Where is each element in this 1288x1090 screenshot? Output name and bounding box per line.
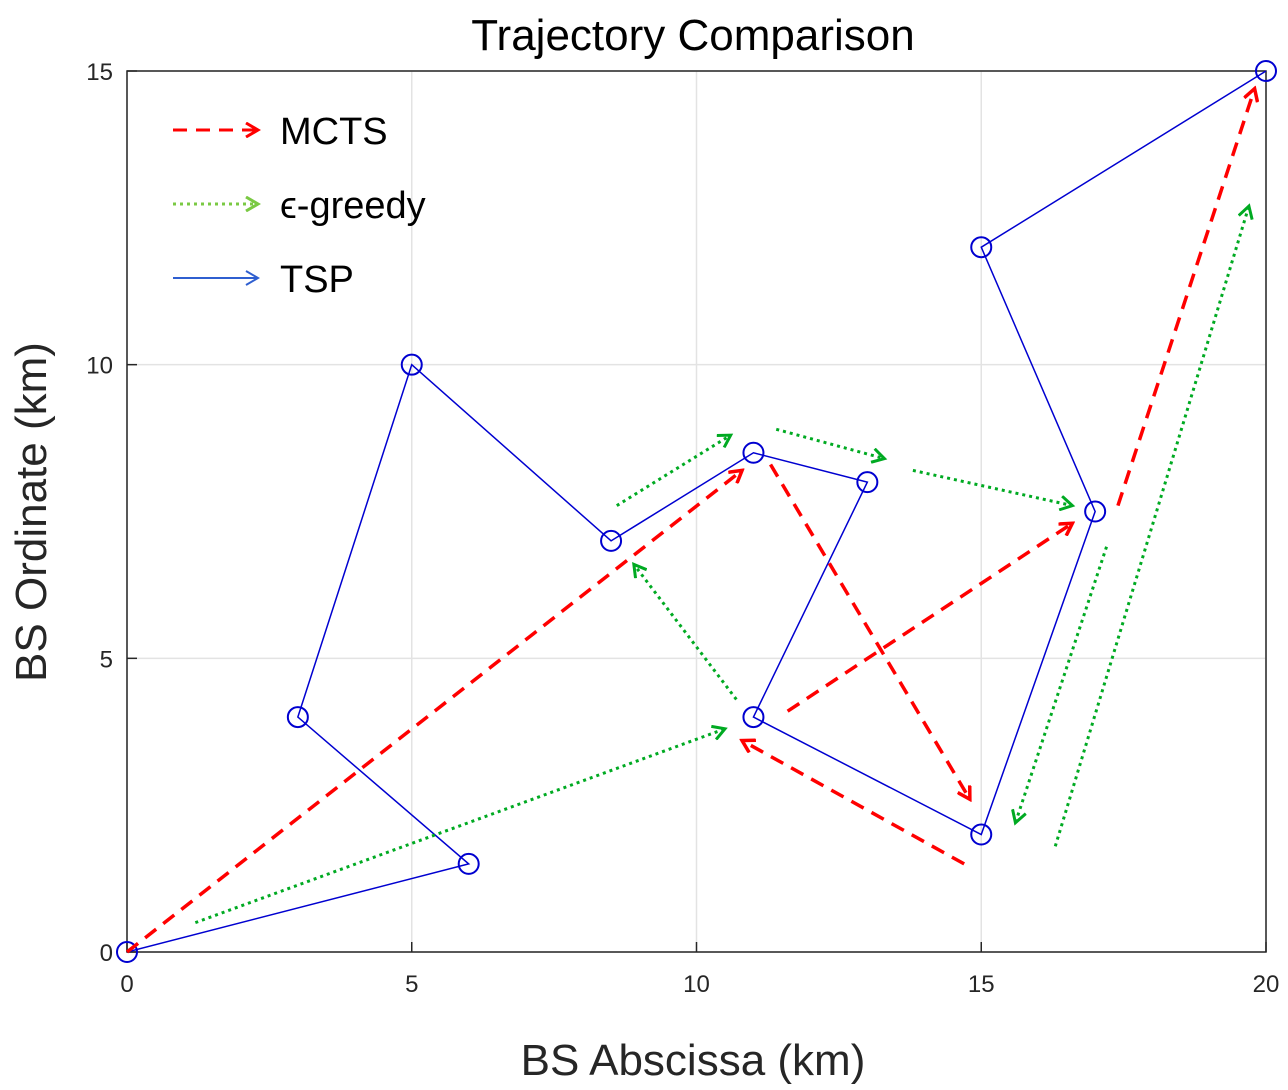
tsp-point-marker — [600, 529, 623, 552]
x-tick-label: 0 — [120, 971, 133, 998]
x-tick-label: 20 — [1253, 971, 1280, 998]
tsp-point-marker — [970, 236, 993, 259]
egreedy-arrows — [194, 206, 1249, 925]
legend-label: MCTS — [280, 111, 388, 153]
tsp-point-marker — [856, 471, 879, 494]
tsp-point-marker — [970, 823, 993, 846]
x-ticks: 0 5 10 15 20 — [120, 942, 1279, 998]
legend: MCTS ϵ-greedy TSP — [173, 111, 426, 301]
tsp-point-marker — [742, 441, 765, 464]
mcts-arrow — [769, 463, 970, 800]
egreedy-arrow — [615, 435, 731, 507]
mcts-arrow — [786, 523, 1073, 713]
egreedy-arrow — [194, 729, 725, 925]
chart-title: Trajectory Comparison — [471, 11, 914, 60]
y-tick-label: 15 — [86, 59, 113, 86]
y-ticks: 0 5 10 15 — [86, 59, 137, 967]
egreedy-arrow — [1015, 546, 1108, 823]
tsp-point-marker — [1255, 60, 1277, 82]
y-tick-label: 0 — [100, 940, 113, 967]
legend-label: ϵ-greedy — [280, 185, 426, 227]
x-tick-label: 10 — [683, 971, 710, 998]
tsp-point-marker — [742, 706, 765, 729]
y-tick-label: 10 — [86, 353, 113, 380]
x-tick-label: 5 — [405, 971, 418, 998]
tsp-path — [116, 60, 1277, 963]
tsp-point-marker — [1084, 500, 1107, 523]
egreedy-arrow — [634, 564, 738, 701]
tsp-point-marker — [116, 941, 138, 963]
mcts-arrows — [125, 89, 1255, 954]
tsp-point-marker — [286, 706, 309, 729]
egreedy-arrow — [1053, 206, 1249, 847]
egreedy-arrow — [912, 468, 1072, 505]
egreedy-arrow — [775, 427, 884, 458]
legend-label: TSP — [280, 259, 354, 301]
y-axis-label: BS Ordinate (km) — [7, 342, 56, 682]
mcts-arrow — [742, 741, 966, 866]
tsp-point-marker — [400, 353, 423, 376]
x-tick-label: 15 — [968, 971, 995, 998]
tsp-series-line — [126, 70, 1267, 953]
mcts-arrow — [1116, 89, 1255, 507]
mcts-arrow — [125, 470, 742, 954]
tsp-point-marker — [457, 852, 480, 875]
y-tick-label: 5 — [100, 646, 113, 673]
x-axis-label: BS Abscissa (km) — [521, 1036, 866, 1085]
